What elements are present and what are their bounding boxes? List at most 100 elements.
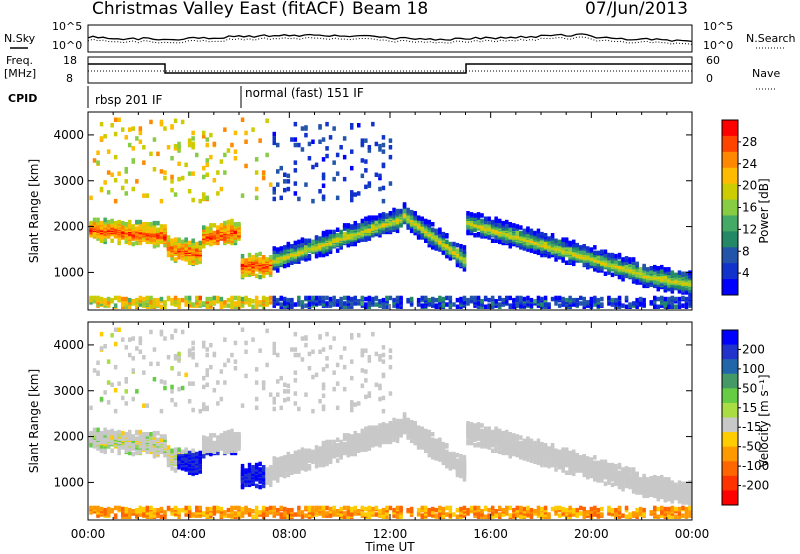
power-cell — [279, 165, 283, 171]
power-cell — [244, 272, 248, 278]
power-cell — [360, 225, 365, 230]
power-cell — [180, 119, 185, 125]
power-cell — [113, 131, 118, 137]
power-cell — [152, 220, 157, 226]
velocity-cell — [159, 408, 164, 414]
power-cell — [350, 302, 354, 307]
power-cell — [431, 296, 435, 302]
power-cell — [582, 244, 586, 249]
power-cell — [670, 286, 675, 292]
velocity-cell — [89, 430, 93, 436]
velocity-cell — [159, 379, 164, 384]
power-cell — [170, 124, 174, 129]
power-cell — [184, 242, 188, 248]
power-cell — [293, 240, 298, 246]
velocity-cell — [103, 447, 107, 452]
velocity-cell — [254, 405, 259, 411]
power-cell — [198, 240, 202, 246]
velocity-cell — [364, 426, 368, 431]
velocity-cell — [131, 368, 135, 373]
power-cell — [240, 253, 245, 259]
power-cell — [381, 149, 386, 154]
power-cell — [589, 296, 594, 302]
power-cell — [272, 246, 276, 251]
power-cell — [272, 196, 276, 202]
velocity-cell — [110, 448, 114, 453]
power-cell — [656, 266, 660, 271]
velocity-cell — [286, 507, 291, 513]
power-cell — [254, 195, 259, 201]
power-cell — [579, 295, 583, 301]
power-cell — [487, 303, 491, 308]
power-cell — [533, 230, 537, 236]
power-cell — [304, 244, 308, 249]
power-cell — [519, 225, 523, 230]
power-cell — [283, 179, 287, 184]
velocity-cell — [159, 329, 164, 335]
power-cell — [631, 301, 636, 306]
velocity-cell — [152, 438, 157, 444]
power-cell — [103, 301, 107, 306]
power-cell — [360, 295, 365, 301]
velocity-cell — [240, 403, 245, 408]
power-cell — [244, 130, 248, 136]
power-cell — [209, 132, 213, 138]
power-cell — [293, 160, 298, 165]
power-cell — [677, 273, 682, 279]
power-cell — [480, 218, 484, 224]
power-cell — [195, 295, 199, 301]
power-cell — [103, 217, 107, 223]
power-cell — [346, 295, 350, 301]
power-cell — [166, 145, 171, 150]
power-cell — [276, 267, 280, 272]
power-cell — [638, 296, 643, 302]
power-cell — [364, 168, 368, 173]
power-cell — [247, 302, 252, 307]
velocity-cell — [251, 337, 255, 342]
velocity-cell — [254, 380, 259, 385]
power-cell — [427, 223, 431, 228]
power-cell — [184, 295, 188, 301]
velocity-cell — [286, 389, 291, 394]
power-cell — [163, 242, 167, 248]
power-cell — [128, 297, 132, 303]
power-cell — [233, 156, 238, 161]
velocity-cell — [304, 448, 308, 453]
velocity-cell — [360, 428, 365, 434]
power-cell — [561, 296, 565, 302]
power-cell — [191, 238, 195, 243]
velocity-cell — [297, 352, 301, 358]
power-cell — [293, 181, 298, 186]
power-cell — [469, 212, 474, 217]
freq-unit-label: [MHz] — [4, 67, 36, 80]
velocity-cell — [247, 467, 252, 472]
velocity-cell — [124, 446, 128, 451]
velocity-cell — [156, 511, 160, 516]
velocity-cell — [279, 505, 283, 511]
power-cell — [138, 219, 143, 225]
power-cell — [110, 123, 114, 128]
velocity-cell — [202, 375, 206, 381]
power-cell — [498, 239, 502, 245]
velocity-cell — [353, 511, 357, 516]
velocity-cell — [198, 456, 202, 461]
power-cell — [603, 249, 608, 254]
power-cell — [487, 219, 491, 225]
velocity-cell — [142, 403, 146, 408]
velocity-cell — [202, 435, 206, 440]
velocity-cell — [307, 505, 312, 511]
power-cell — [395, 302, 400, 307]
power-cell — [441, 231, 446, 237]
power-cell — [142, 145, 146, 150]
power-cell — [198, 295, 202, 301]
velocity-cell — [332, 386, 336, 392]
power-cell — [487, 234, 491, 239]
velocity-cell — [350, 375, 354, 381]
power-cell — [490, 219, 495, 225]
velocity-cell — [209, 433, 213, 438]
power-cell — [466, 301, 470, 306]
velocity-cell — [283, 473, 287, 479]
power-cell — [124, 296, 128, 302]
velocity-cell — [202, 384, 206, 390]
velocity-cell — [293, 331, 298, 337]
